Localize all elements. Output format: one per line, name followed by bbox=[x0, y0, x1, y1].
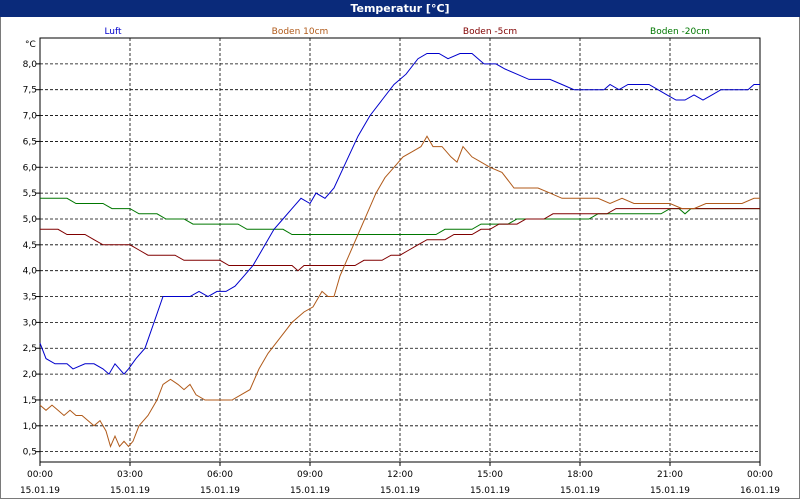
y-tick-label: 5,0 bbox=[23, 215, 38, 225]
x-tick-time: 15:00 bbox=[477, 470, 503, 480]
y-tick-label: 3,5 bbox=[23, 293, 37, 303]
y-tick-label: 7,0 bbox=[23, 112, 38, 122]
series-line-luft bbox=[39, 53, 760, 375]
x-tick-date: 15.01.19 bbox=[290, 486, 330, 496]
y-tick-label: 4,5 bbox=[23, 241, 37, 251]
series-line-boden-5cm bbox=[40, 208, 760, 272]
x-tick-date: 15.01.19 bbox=[470, 486, 510, 496]
legend-item-boden-20cm: Boden -20cm bbox=[650, 27, 710, 37]
x-tick-date: 15.01.19 bbox=[20, 486, 60, 496]
x-tick-time: 18:00 bbox=[567, 470, 593, 480]
y-tick-label: 1,5 bbox=[23, 396, 37, 406]
chart-title: Temperatur [°C] bbox=[0, 0, 800, 17]
y-tick-label: 8,0 bbox=[23, 60, 38, 70]
y-tick-label: 7,5 bbox=[23, 86, 37, 96]
series-lines bbox=[39, 53, 760, 448]
series-line-boden-10cm bbox=[39, 135, 760, 448]
x-tick-time: 06:00 bbox=[207, 470, 233, 480]
y-tick-label: 6,5 bbox=[23, 137, 37, 147]
y-axis-unit: °C bbox=[25, 40, 36, 50]
y-tick-label: 6,0 bbox=[23, 163, 38, 173]
x-tick-time: 00:00 bbox=[27, 470, 53, 480]
x-tick-time: 00:00 bbox=[747, 470, 773, 480]
y-tick-label: 0,5 bbox=[23, 448, 37, 458]
y-tick-label: 3,0 bbox=[23, 318, 38, 328]
y-tick-label: 4,0 bbox=[23, 267, 38, 277]
series-line-boden-20cm bbox=[40, 197, 760, 235]
y-tick-label: 2,0 bbox=[23, 370, 38, 380]
x-tick-date: 15.01.19 bbox=[560, 486, 600, 496]
x-axis-ticks: 00:00 15.01.19 03:00 15.01.19 06:00 15.01.19 0… bbox=[20, 462, 780, 496]
x-tick-date: 15.01.19 bbox=[380, 486, 420, 496]
x-tick-date: 15.01.19 bbox=[110, 486, 150, 496]
grid-lines bbox=[40, 38, 760, 462]
legend-item-boden-10cm: Boden 10cm bbox=[272, 27, 329, 37]
y-axis-ticks: 0,5 1,0 1,5 2,0 2,5 3,0 3,5 4,0 4,5 5,0 5,5 6,0 6,5 7… bbox=[23, 60, 40, 458]
x-tick-date: 16.01.19 bbox=[740, 486, 780, 496]
y-tick-label: 1,0 bbox=[23, 422, 38, 432]
legend-item-boden-5cm: Boden -5cm bbox=[463, 27, 517, 37]
y-tick-label: 5,5 bbox=[23, 189, 37, 199]
y-tick-label: 2,5 bbox=[23, 344, 37, 354]
x-tick-time: 03:00 bbox=[117, 470, 143, 480]
legend: Luft Boden 10cm Boden -5cm Boden -20cm bbox=[104, 27, 710, 37]
x-tick-date: 15.01.19 bbox=[200, 486, 240, 496]
x-tick-time: 12:00 bbox=[387, 470, 413, 480]
x-tick-time: 09:00 bbox=[297, 470, 323, 480]
x-tick-time: 21:00 bbox=[657, 470, 683, 480]
x-tick-date: 15.01.19 bbox=[650, 486, 690, 496]
legend-item-luft: Luft bbox=[104, 27, 122, 37]
